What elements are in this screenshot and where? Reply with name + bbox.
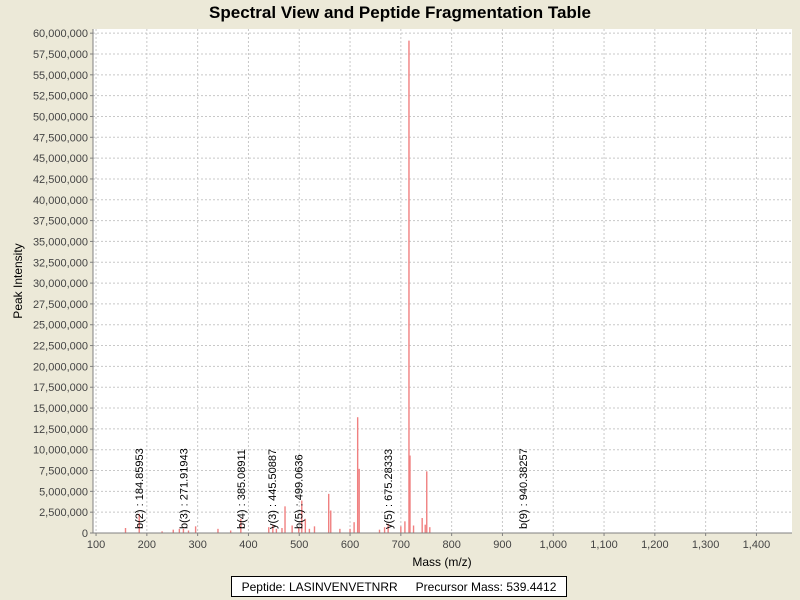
fragment-annotation: b(3) : 271.91943 <box>178 448 190 529</box>
x-tick-label: 100 <box>87 539 105 551</box>
fragment-annotation: b(2) : 184.85953 <box>134 448 146 529</box>
y-tick-label: 50,000,000 <box>33 111 88 123</box>
fragment-annotation: b(9) : 940.38257 <box>518 448 530 529</box>
y-tick-label: 45,000,000 <box>33 153 88 165</box>
y-tick-label: 27,500,000 <box>33 299 88 311</box>
y-tick-label: 20,000,000 <box>33 361 88 373</box>
x-tick-label: 300 <box>188 539 206 551</box>
x-tick-label: 1,400 <box>743 539 771 551</box>
x-tick-label: 800 <box>442 539 460 551</box>
x-tick-label: 1,300 <box>692 539 720 551</box>
fragment-annotations: b(2) : 184.85953 b(3) : 271.91943 b(4) : 3… <box>134 448 530 529</box>
x-tick-label: 1,100 <box>590 539 618 551</box>
x-tick-label: 1,000 <box>539 539 567 551</box>
peptide-info-box: Peptide: LASINVENVETNRR Precursor Mass: … <box>231 576 567 597</box>
y-tick-label: 12,500,000 <box>33 424 88 436</box>
fragment-annotation: y(3) : 445.50887 <box>267 449 279 529</box>
x-axis-label: Mass (m/z) <box>412 555 471 569</box>
y-tick-label: 5,000,000 <box>39 486 88 498</box>
x-tick-label: 900 <box>493 539 511 551</box>
x-tick-label: 600 <box>341 539 359 551</box>
x-tick-label: 200 <box>138 539 156 551</box>
fragment-annotation: b(5) : 499.0636 <box>294 454 306 529</box>
y-tick-label: 57,500,000 <box>33 49 88 61</box>
y-tick-label: 40,000,000 <box>33 195 88 207</box>
x-tick-label: 1,200 <box>641 539 669 551</box>
y-ticks: 0 2,500,000 5,000,000 7,500,000 10,000,000 12… <box>33 28 93 540</box>
x-tick-label: 500 <box>290 539 308 551</box>
y-tick-label: 22,500,000 <box>33 341 88 353</box>
y-axis-label: Peak Intensity <box>11 243 25 318</box>
x-tick-label: 700 <box>392 539 410 551</box>
chart-title: Spectral View and Peptide Fragmentation … <box>209 3 591 22</box>
y-tick-label: 35,000,000 <box>33 236 88 248</box>
y-tick-label: 17,500,000 <box>33 382 88 394</box>
y-tick-label: 60,000,000 <box>33 28 88 40</box>
y-tick-label: 55,000,000 <box>33 70 88 82</box>
x-ticks: 100 200 300 400 500 600 700 800 900 1,000 1,100 1,2… <box>87 533 770 551</box>
peptide-label: Peptide: LASINVENVETNRR <box>241 579 398 594</box>
y-tick-label: 15,000,000 <box>33 403 88 415</box>
y-tick-label: 32,500,000 <box>33 257 88 269</box>
x-tick-label: 400 <box>239 539 257 551</box>
y-tick-label: 37,500,000 <box>33 216 88 228</box>
y-tick-label: 52,500,000 <box>33 91 88 103</box>
grid-lines <box>93 29 792 533</box>
y-tick-label: 2,500,000 <box>39 507 88 519</box>
fragment-annotation: y(5) : 675.28333 <box>383 449 395 529</box>
y-tick-label: 25,000,000 <box>33 320 88 332</box>
peak-series <box>124 40 431 533</box>
y-tick-label: 42,500,000 <box>33 174 88 186</box>
fragment-annotation: b(4) : 385.08911 <box>236 449 248 529</box>
plot-area <box>93 29 792 533</box>
y-tick-label: 47,500,000 <box>33 132 88 144</box>
precursor-mass-label: Precursor Mass: 539.4412 <box>415 579 557 594</box>
y-tick-label: 0 <box>82 528 88 540</box>
y-tick-label: 10,000,000 <box>33 445 88 457</box>
y-tick-label: 30,000,000 <box>33 278 88 290</box>
y-tick-label: 7,500,000 <box>39 466 88 478</box>
